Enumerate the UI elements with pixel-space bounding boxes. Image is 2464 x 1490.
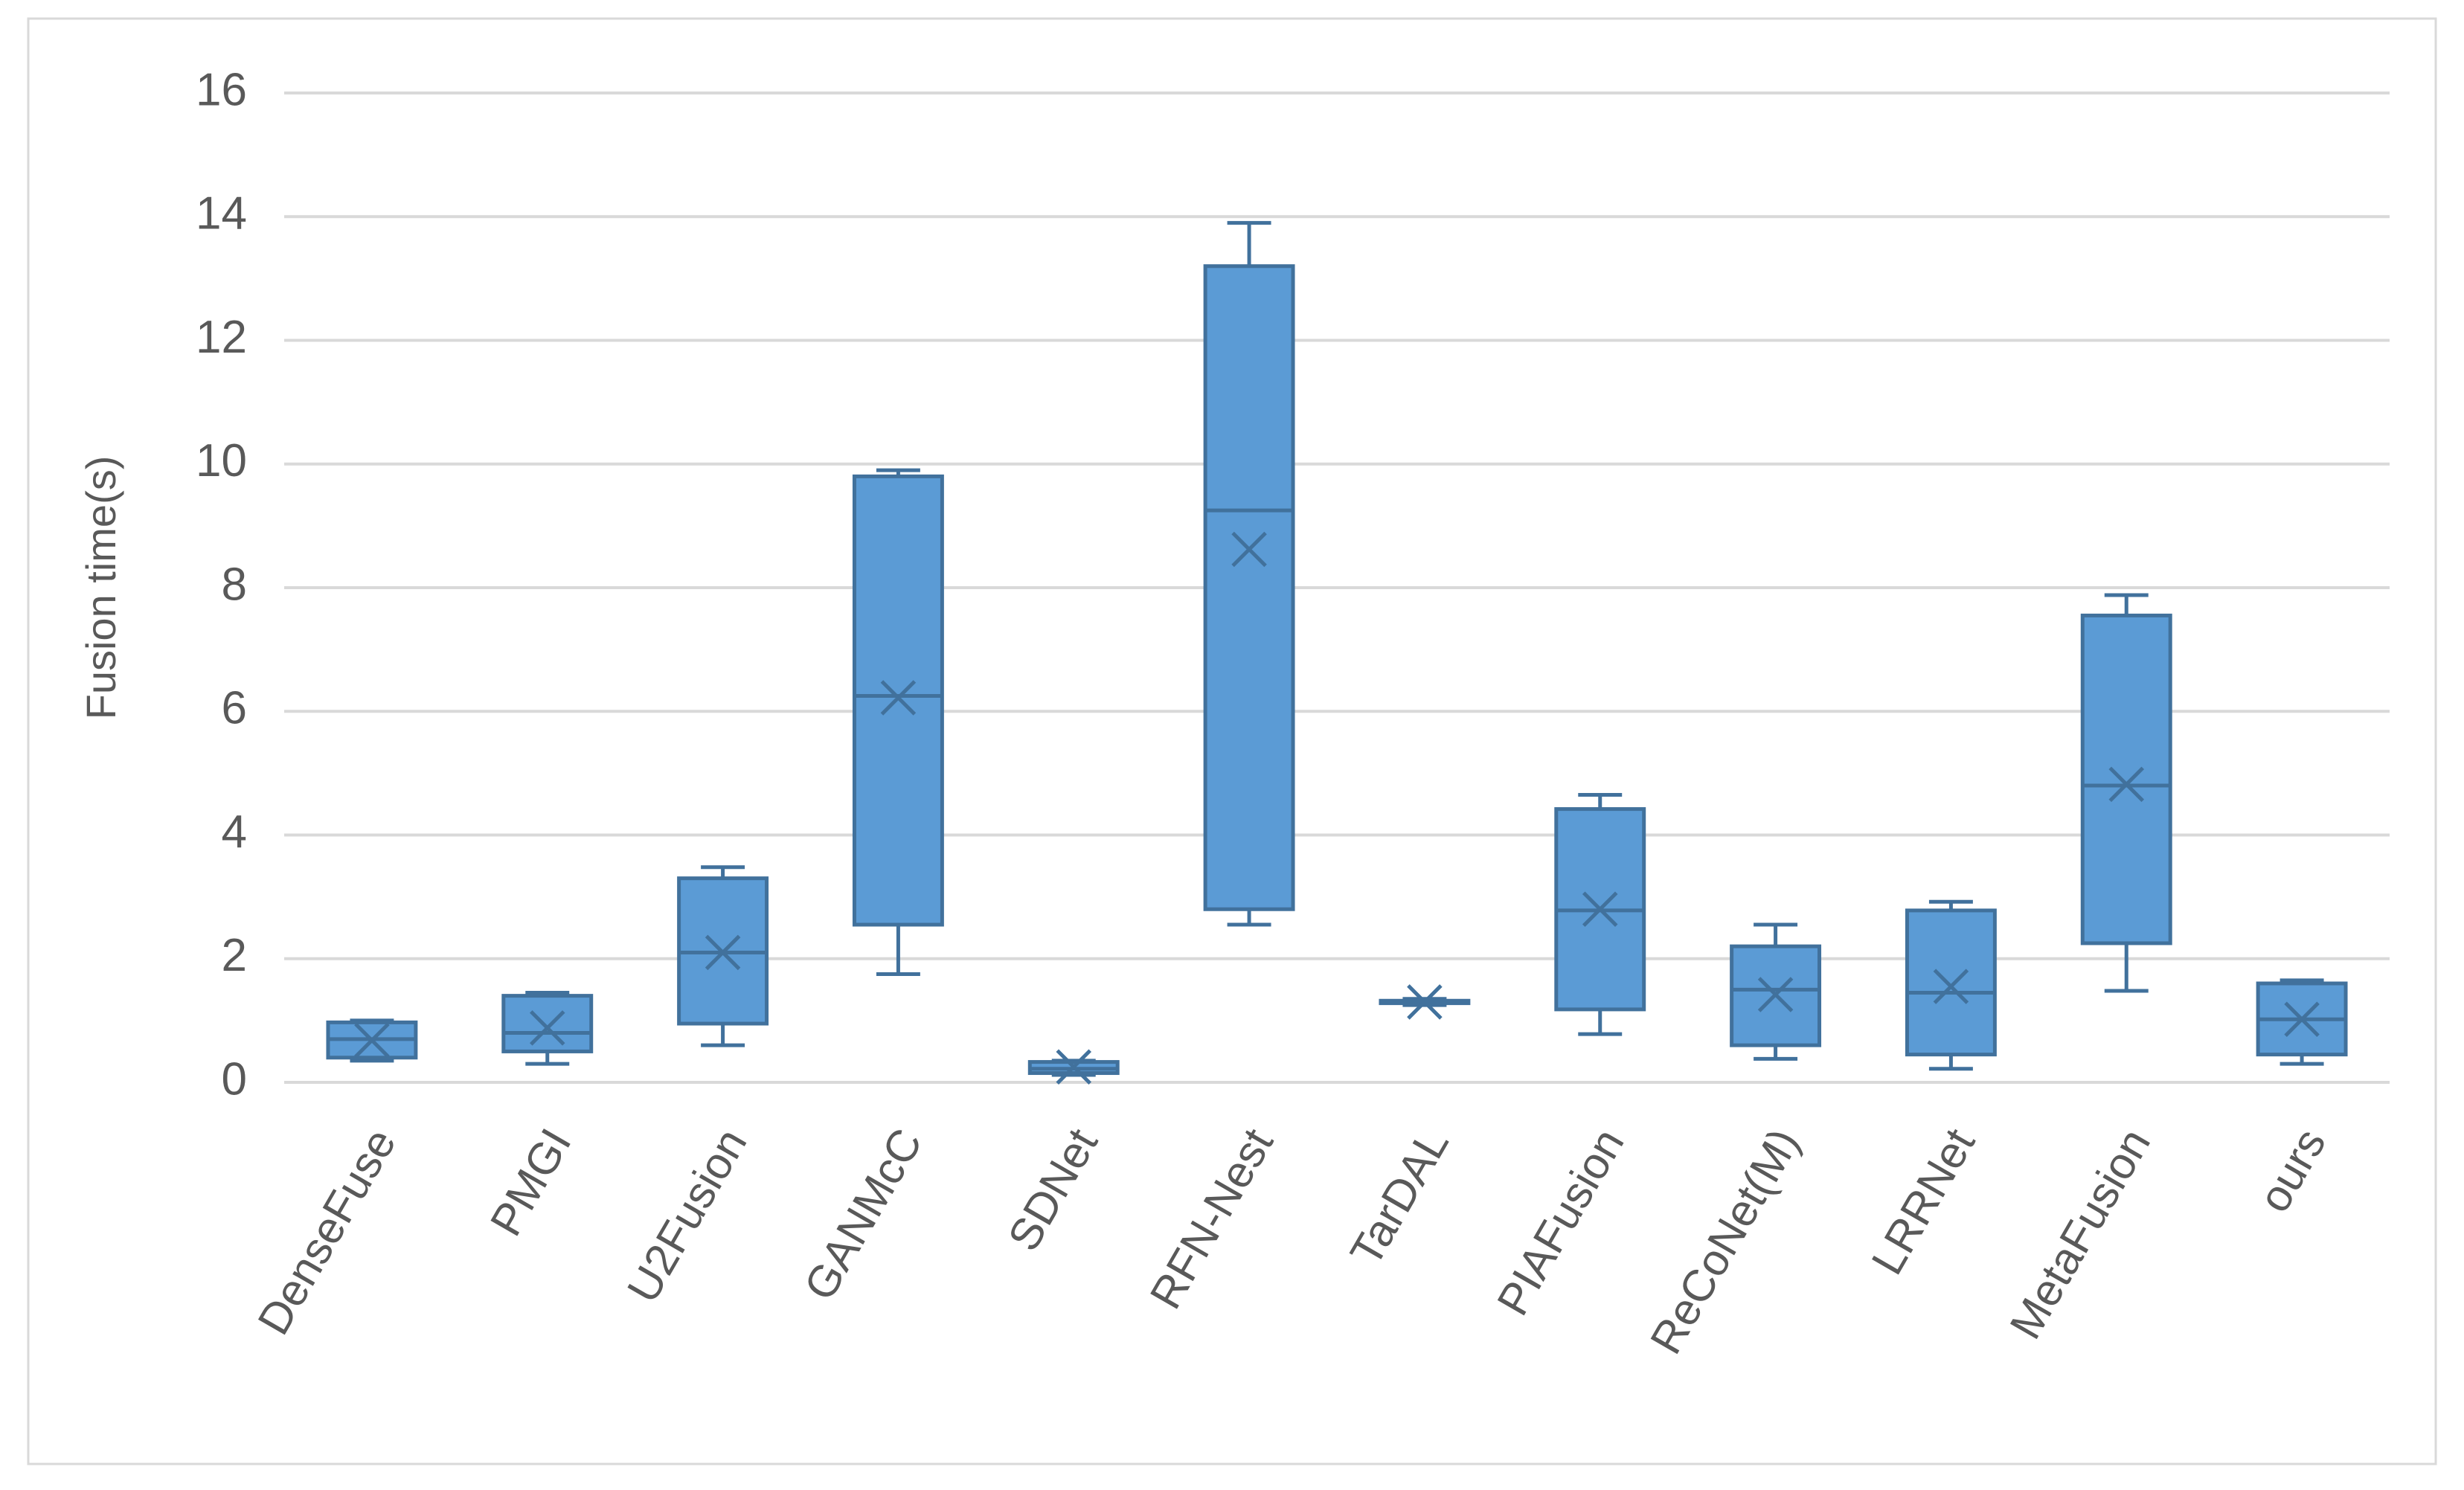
mean-marker	[1757, 977, 1794, 1012]
box	[2080, 613, 2172, 945]
y-tick-label: 12	[196, 312, 247, 363]
y-tick-label: 2	[222, 930, 247, 981]
y-tick-label: 8	[222, 559, 247, 610]
mean-marker	[529, 1010, 565, 1046]
y-tick-label: 0	[222, 1053, 247, 1105]
mean-marker	[1231, 531, 1267, 568]
mean-marker	[1582, 891, 1618, 928]
mean-marker	[705, 934, 741, 971]
y-tick-label: 16	[196, 64, 247, 115]
mean-marker	[354, 1022, 390, 1059]
mean-marker	[2108, 766, 2145, 803]
mean-marker	[2284, 1001, 2320, 1037]
box	[501, 994, 594, 1053]
y-tick-label: 10	[196, 435, 247, 487]
y-tick-label: 6	[222, 683, 247, 734]
box	[1203, 264, 1295, 911]
y-tick-label: 14	[196, 188, 247, 240]
mean-marker	[1407, 984, 1443, 1020]
box	[1905, 908, 1997, 1057]
y-axis-label: Fusion time(s)	[77, 456, 124, 720]
mean-marker	[1933, 969, 1969, 1004]
y-tick-label: 4	[222, 806, 247, 858]
mean-marker	[1056, 1049, 1092, 1085]
box	[1730, 944, 1822, 1047]
box	[852, 474, 944, 927]
mean-marker	[880, 680, 917, 716]
